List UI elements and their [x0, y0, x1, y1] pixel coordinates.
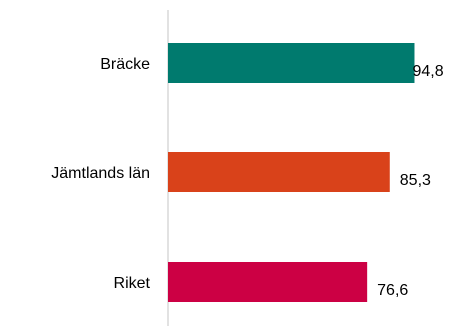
- category-label-2: Riket: [114, 275, 151, 292]
- value-label-1: 85,3: [400, 172, 431, 189]
- value-label-2: 76,6: [377, 282, 408, 299]
- value-label-0: 94,8: [412, 63, 443, 80]
- category-label-0: Bräcke: [100, 56, 150, 73]
- bar-1: [168, 152, 390, 192]
- bars-group: Bräcke 94,8 Jämtlands län 85,3 Riket 76,6: [51, 43, 444, 302]
- bar-0: [168, 43, 415, 83]
- bar-2: [168, 262, 368, 302]
- category-label-1: Jämtlands län: [51, 165, 150, 182]
